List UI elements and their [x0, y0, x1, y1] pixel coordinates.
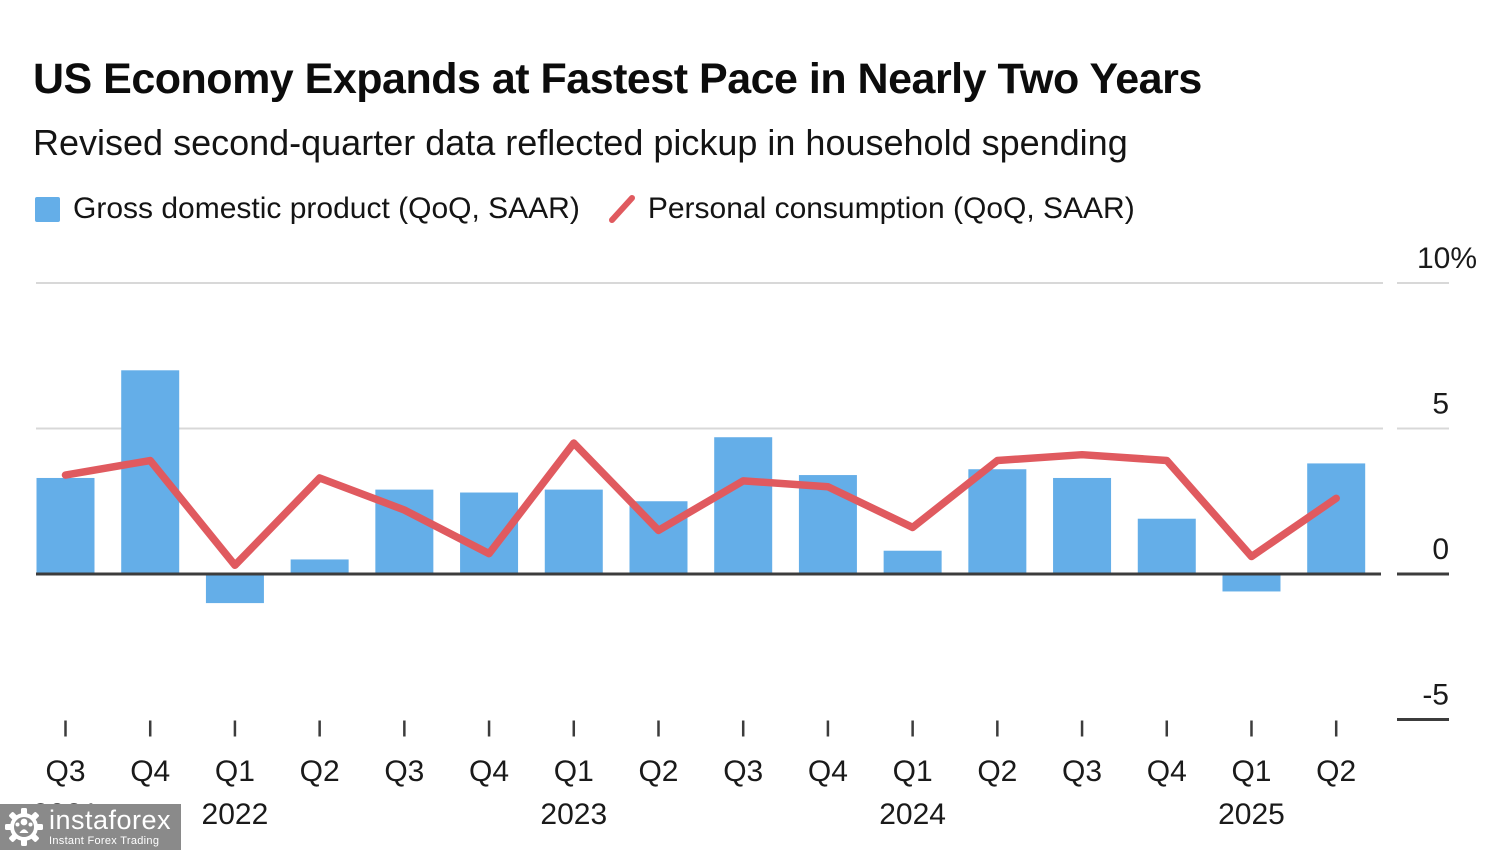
x-axis-quarter-label: Q4 [469, 755, 509, 788]
x-axis-quarter-label: Q1 [1231, 755, 1271, 788]
gdp-bar [290, 559, 349, 574]
gdp-legend-label: Gross domestic product (QoQ, SAAR) [73, 192, 580, 225]
x-axis-quarter-label: Q4 [808, 755, 848, 788]
pce-line [61, 439, 1340, 570]
y-axis-label: 0 [1432, 533, 1449, 566]
gdp-bar [1053, 477, 1112, 574]
x-axis-quarter-label: Q2 [300, 755, 340, 788]
x-axis-quarter-label: Q1 [554, 755, 594, 788]
gdp-bar [883, 550, 942, 574]
x-axis-year-label: 2022 [202, 798, 269, 831]
x-axis: Q3Q4Q1Q2Q3Q4Q1Q2Q3Q4Q1Q2Q3Q4Q1Q220212022… [32, 720, 1356, 831]
x-axis-quarter-label: Q4 [130, 755, 170, 788]
x-axis-year-label: 2025 [1218, 798, 1285, 831]
y-axis: 10% 5 0 -5 [1397, 242, 1477, 721]
y-axis-label: 10% [1417, 242, 1477, 275]
x-axis-quarter-label: Q3 [1062, 755, 1102, 788]
gdp-bar [714, 437, 773, 574]
x-axis-quarter-label: Q3 [45, 755, 85, 788]
watermark-tagline: Instant Forex Trading [49, 835, 160, 847]
gdp-bar [544, 489, 603, 574]
gdp-bar [121, 370, 180, 574]
x-axis-quarter-label: Q3 [384, 755, 424, 788]
watermark-brand: instaforex [49, 805, 172, 835]
x-axis-year-label: 2023 [540, 798, 607, 831]
y-axis-label: 5 [1432, 388, 1449, 421]
watermark-text: instaforex Instant Forex Trading [49, 807, 171, 847]
gdp-bar [1137, 518, 1196, 574]
y-axis-label: -5 [1422, 679, 1449, 712]
x-axis-quarter-label: Q2 [638, 755, 678, 788]
pce-legend-slash-icon [608, 195, 635, 223]
x-axis-quarter-label: Q3 [723, 755, 763, 788]
x-axis-quarter-label: Q2 [977, 755, 1017, 788]
gdp-bar [1307, 463, 1366, 574]
gdp-bar [798, 475, 857, 574]
x-axis-year-label: 2024 [879, 798, 946, 831]
gdp-bar [1222, 574, 1281, 592]
gdp-legend-swatch-icon [35, 196, 60, 222]
gridlines [36, 282, 1383, 430]
page-subtitle: Revised second-quarter data reflected pi… [33, 122, 1128, 163]
instaforex-gear-icon [5, 808, 43, 846]
x-axis-quarter-label: Q2 [1316, 755, 1356, 788]
gdp-bar [36, 477, 95, 574]
x-axis-quarter-label: Q4 [1147, 755, 1187, 788]
gdp-bar [968, 469, 1027, 574]
pce-legend-label: Personal consumption (QoQ, SAAR) [647, 192, 1135, 225]
chart-legend: Gross domestic product (QoQ, SAAR) Perso… [35, 192, 1135, 226]
watermark: instaforex Instant Forex Trading [0, 804, 181, 850]
page-title: US Economy Expands at Fastest Pace in Ne… [33, 55, 1202, 103]
x-axis-quarter-label: Q1 [215, 755, 255, 788]
x-axis-quarter-label: Q1 [893, 755, 933, 788]
gdp-bar [205, 574, 264, 604]
